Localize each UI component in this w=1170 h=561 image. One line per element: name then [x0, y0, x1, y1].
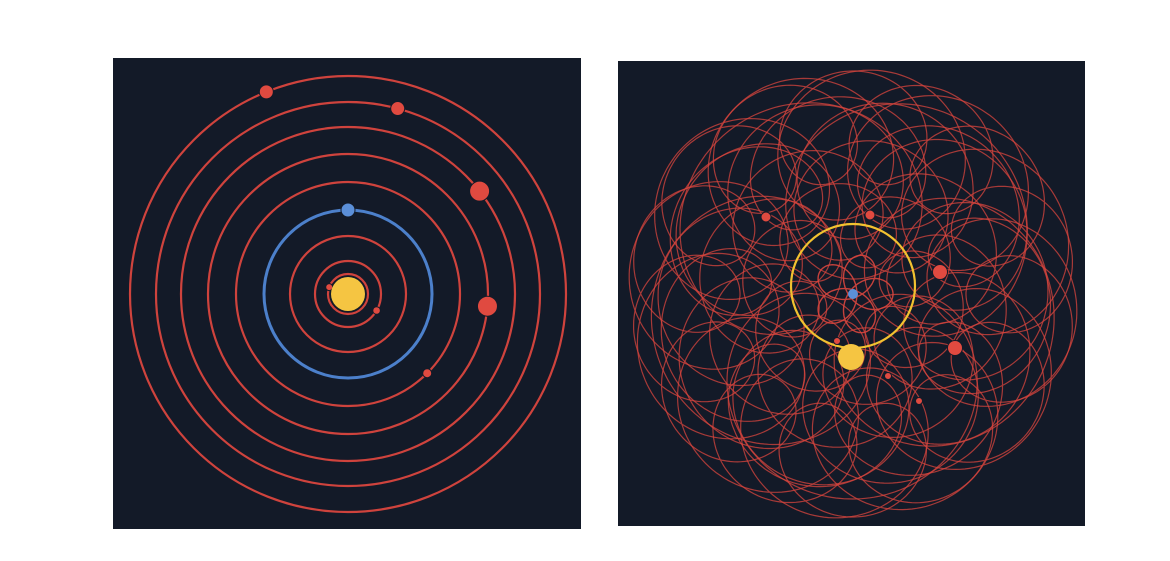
planet-epicycle-path [657, 102, 1049, 486]
planet-orbit-ring [234, 180, 462, 408]
planet-orbit-ring [154, 100, 542, 488]
planet [947, 340, 963, 356]
planet [915, 397, 923, 405]
planet-orbit-ring [179, 125, 517, 463]
heliocentric-orbits-diagram [128, 74, 568, 514]
earth-planet [340, 202, 356, 218]
planet-orbit-ring [326, 272, 370, 316]
sun [331, 277, 365, 311]
planet [476, 295, 498, 317]
planet-epicycle-path [633, 70, 1073, 518]
planet-orbit-ring [206, 152, 490, 436]
planet [422, 368, 433, 379]
planet [833, 337, 841, 345]
planet [390, 101, 406, 117]
planet [372, 306, 381, 315]
geocentric-model-panel [618, 61, 1085, 526]
planet [469, 180, 491, 202]
planet [932, 264, 948, 280]
planet [258, 84, 274, 100]
planet [760, 211, 772, 223]
earth-center [848, 289, 858, 299]
planet-epicycle-path [660, 96, 1052, 488]
heliocentric-model-panel [113, 58, 581, 529]
planet-epicycle-path [699, 140, 1007, 448]
planet-epicycle-path [650, 102, 1055, 500]
planet [864, 209, 876, 221]
sun [838, 344, 864, 370]
planet-epicycle-path [628, 69, 1078, 519]
planet-orbit-ring [313, 259, 383, 329]
planet-orbit-ring [288, 234, 408, 354]
geocentric-orbits-diagram [628, 69, 1078, 519]
planet-orbit-ring [128, 74, 568, 514]
planet [884, 372, 892, 380]
